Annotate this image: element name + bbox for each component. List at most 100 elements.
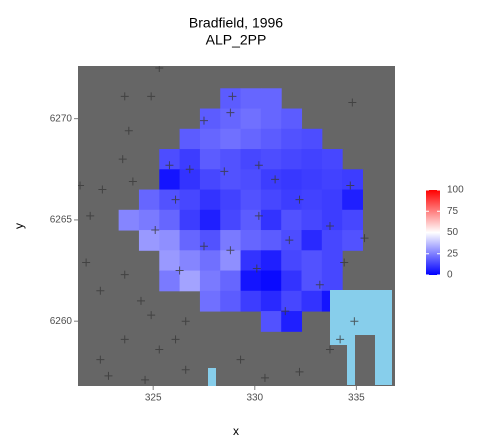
cell	[138, 189, 160, 211]
cell	[220, 290, 242, 312]
cell	[342, 230, 363, 251]
cell	[220, 88, 242, 110]
point	[295, 367, 304, 376]
cell	[240, 290, 262, 312]
y-tick-label: 6270	[50, 113, 73, 124]
cell	[220, 128, 242, 150]
cell	[301, 209, 323, 231]
point	[104, 371, 113, 380]
point	[336, 335, 345, 344]
point	[165, 161, 174, 170]
cell	[260, 250, 282, 272]
x-tick-label: 330	[246, 393, 263, 404]
cell	[240, 230, 262, 251]
point	[98, 185, 107, 194]
point	[325, 222, 334, 230]
point	[155, 345, 164, 354]
cell	[199, 250, 221, 272]
cell	[159, 270, 181, 292]
cell	[281, 189, 303, 211]
cell	[240, 189, 262, 211]
cell	[220, 209, 242, 231]
legend-label: 25	[447, 248, 459, 259]
cell	[281, 250, 303, 272]
cell	[260, 149, 282, 170]
cell	[159, 189, 181, 211]
cell	[179, 250, 201, 272]
point	[220, 167, 229, 176]
point	[252, 264, 261, 273]
cell	[240, 250, 262, 272]
point	[271, 175, 280, 184]
cell	[220, 250, 242, 272]
cell	[179, 149, 201, 170]
y-tick-label: 6260	[50, 316, 73, 327]
point	[360, 234, 369, 243]
y-axis-label: y	[12, 223, 26, 229]
colorbar	[426, 190, 440, 275]
point	[82, 258, 91, 267]
x-tick-label: 335	[348, 393, 365, 404]
point	[78, 181, 85, 190]
point	[199, 242, 208, 251]
cell	[220, 230, 242, 251]
cell	[179, 230, 201, 251]
cell	[220, 108, 242, 130]
cell	[240, 108, 262, 130]
cell	[179, 169, 201, 191]
points	[78, 66, 369, 384]
point	[175, 266, 184, 275]
point	[226, 246, 235, 255]
cell	[301, 128, 323, 150]
point	[120, 270, 129, 279]
point	[350, 317, 359, 326]
point	[120, 335, 129, 344]
point	[260, 373, 269, 382]
cell	[260, 108, 282, 130]
cell	[199, 189, 221, 211]
point	[171, 335, 180, 344]
cell	[199, 209, 221, 231]
point	[295, 195, 304, 204]
legend-label: 75	[447, 206, 459, 217]
cell	[199, 108, 221, 130]
x-axis-label: x	[233, 424, 239, 438]
cell	[321, 189, 343, 211]
cell	[240, 128, 262, 150]
cell	[199, 169, 221, 191]
cell	[281, 169, 303, 191]
point	[155, 66, 164, 73]
cell	[179, 209, 201, 231]
chart-subtitle: ALP_2PP	[206, 32, 267, 48]
cell	[260, 311, 282, 332]
cell	[138, 230, 160, 251]
cell	[281, 311, 303, 332]
cell	[159, 169, 181, 191]
point	[136, 296, 145, 305]
cell	[159, 209, 181, 231]
point	[236, 355, 245, 364]
point	[185, 165, 194, 174]
legend-label: 0	[447, 270, 453, 281]
cell	[321, 209, 343, 231]
cell	[179, 128, 201, 150]
cell	[118, 209, 140, 231]
cell	[179, 189, 201, 211]
point	[340, 258, 349, 267]
cell	[342, 189, 363, 211]
point	[147, 92, 156, 101]
cell	[281, 270, 303, 292]
point	[348, 98, 357, 107]
cell	[301, 250, 323, 272]
cell	[138, 209, 160, 231]
point	[228, 92, 237, 101]
water-area	[208, 290, 392, 386]
point	[120, 92, 129, 101]
cell	[342, 209, 363, 231]
point	[171, 195, 180, 204]
cell	[301, 169, 323, 191]
cell	[199, 149, 221, 170]
point	[141, 375, 150, 384]
point	[118, 155, 127, 164]
